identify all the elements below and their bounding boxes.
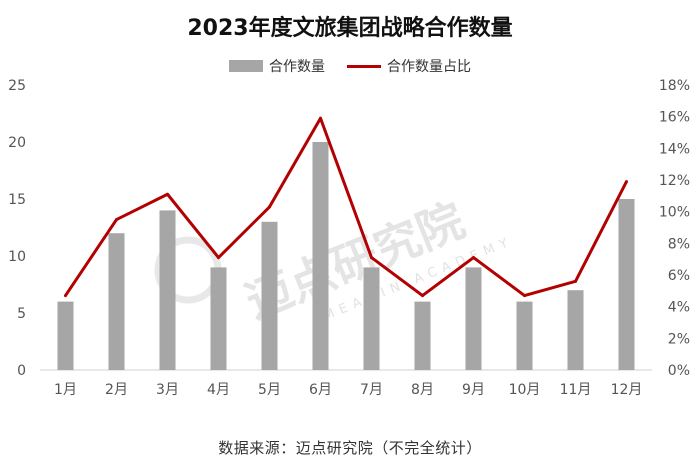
bar <box>567 290 584 370</box>
right-y-tick-label: 6% <box>668 268 690 284</box>
right-y-tick-label: 10% <box>659 205 690 221</box>
x-tick-label: 8月 <box>411 382 434 398</box>
source-note: 数据来源：迈点研究院（不完全统计） <box>218 439 482 457</box>
bar <box>363 267 380 370</box>
bar <box>465 267 482 370</box>
bar <box>516 301 533 370</box>
legend: 合作数量 合作数量占比 <box>0 56 700 76</box>
right-y-tick-label: 14% <box>659 141 690 157</box>
line-series <box>64 116 628 298</box>
line-point <box>421 294 424 298</box>
x-tick-label: 12月 <box>611 382 643 398</box>
right-y-tick-label: 0% <box>668 363 690 379</box>
chart-title: 2023年度文旅集团战略合作数量 <box>187 16 513 41</box>
x-tick-label: 5月 <box>258 382 281 398</box>
left-y-tick-label: 5 <box>17 306 26 322</box>
x-tick-label: 7月 <box>360 382 383 398</box>
line-point <box>574 279 577 283</box>
line-point <box>268 205 271 209</box>
left-y-tick-label: 15 <box>8 192 26 208</box>
line-path <box>64 116 628 298</box>
line-point <box>166 192 169 196</box>
legend-bars-label: 合作数量 <box>269 59 325 75</box>
left-y-tick-labels: 0 5 10 15 20 25 <box>8 78 26 379</box>
line-point <box>472 256 475 260</box>
x-tick-label: 4月 <box>207 382 230 398</box>
line-point <box>64 294 67 298</box>
line-point <box>625 180 628 184</box>
x-tick-label: 6月 <box>309 382 332 398</box>
line-point <box>115 218 118 222</box>
x-tick-label: 2月 <box>105 382 128 398</box>
line-point <box>319 116 322 120</box>
legend-item-line: 合作数量占比 <box>347 56 471 76</box>
right-y-tick-label: 12% <box>659 173 690 189</box>
bar <box>159 210 176 370</box>
bar <box>414 301 431 370</box>
x-tick-label: 10月 <box>509 382 541 398</box>
legend-line-swatch <box>347 64 381 68</box>
x-tick-labels: 1月 2月 3月 4月 5月 6月 7月 8月 9月 10月 11月 12月 <box>54 382 642 398</box>
bar <box>261 221 278 370</box>
left-y-tick-label: 25 <box>8 78 26 94</box>
x-tick-label: 3月 <box>156 382 179 398</box>
bar <box>57 301 74 370</box>
x-tick-label: 1月 <box>54 382 77 398</box>
legend-line-label: 合作数量占比 <box>387 59 471 75</box>
left-y-tick-label: 0 <box>17 363 26 379</box>
x-tick-label: 9月 <box>462 382 485 398</box>
line-point <box>217 256 220 260</box>
right-y-tick-labels: 0% 2% 4% 6% 8% 10% 12% 14% 16% 18% <box>659 78 690 379</box>
bar-series <box>57 142 635 370</box>
bar <box>108 233 125 370</box>
bar <box>618 199 635 370</box>
line-point <box>523 294 526 298</box>
left-y-tick-label: 20 <box>8 135 26 151</box>
legend-item-bars: 合作数量 <box>229 56 325 76</box>
left-y-tick-label: 10 <box>8 249 26 265</box>
right-y-tick-label: 4% <box>668 300 690 316</box>
right-y-tick-label: 18% <box>659 78 690 94</box>
right-y-tick-label: 16% <box>659 110 690 126</box>
right-y-tick-label: 2% <box>668 331 690 347</box>
bar <box>210 267 227 370</box>
right-y-tick-label: 8% <box>668 236 690 252</box>
line-point <box>370 256 373 260</box>
x-tick-label: 11月 <box>560 382 592 398</box>
bar <box>312 142 329 370</box>
legend-bar-swatch <box>229 60 263 72</box>
